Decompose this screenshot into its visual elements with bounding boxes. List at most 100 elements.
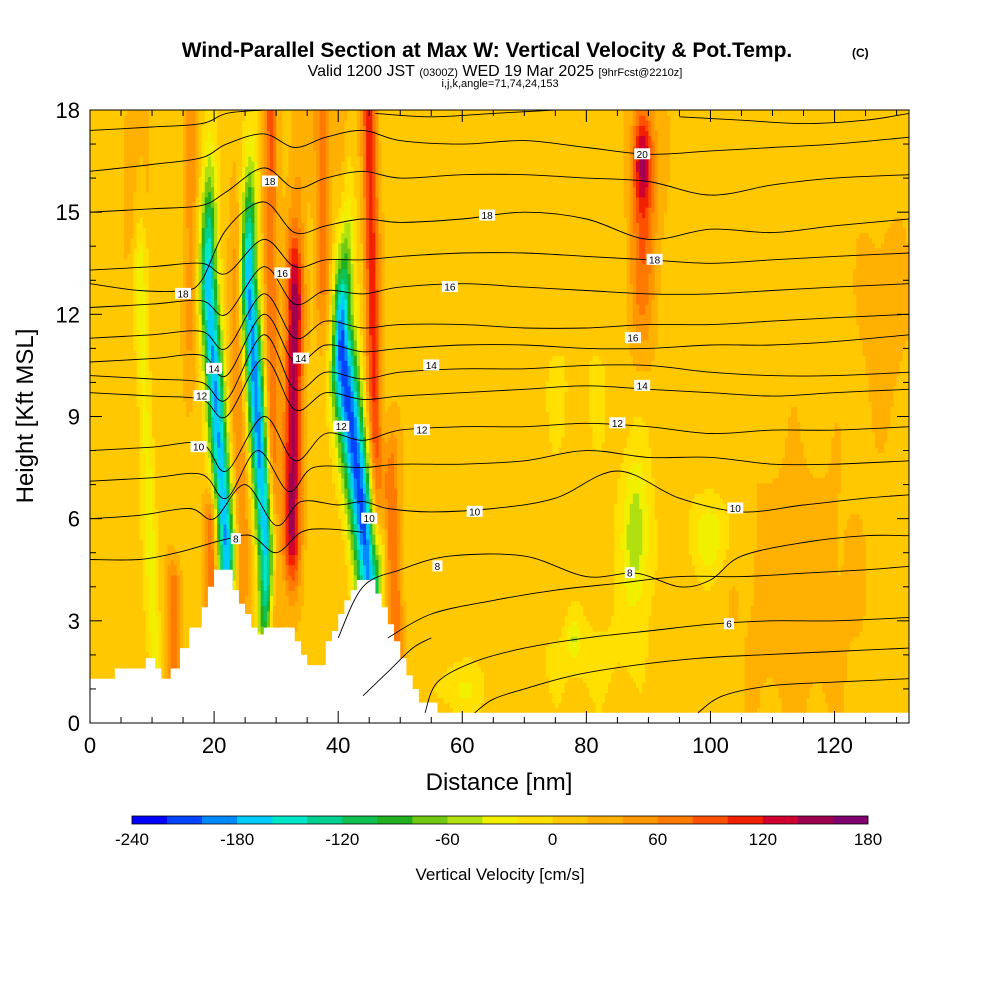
heat-cell	[899, 360, 909, 367]
heat-cell	[335, 309, 339, 315]
heat-cell	[837, 549, 845, 556]
heat-cell	[307, 385, 327, 392]
heat-cell	[369, 426, 373, 433]
heat-cell	[90, 375, 138, 382]
heat-cell	[384, 314, 628, 321]
heat-cell	[257, 360, 262, 367]
heat-cell	[204, 344, 209, 351]
heat-cell	[285, 564, 290, 571]
heat-cell	[657, 559, 693, 566]
heat-cell	[214, 416, 221, 423]
heat-cell	[288, 293, 293, 300]
heat-cell	[210, 462, 215, 469]
heat-cell	[648, 324, 659, 331]
heat-cell	[276, 355, 287, 361]
heat-cell	[304, 370, 308, 377]
heat-cell	[263, 549, 268, 556]
heat-cell	[400, 513, 404, 520]
heat-cell	[601, 702, 746, 709]
heat-cell	[381, 365, 386, 372]
heat-cell	[369, 365, 373, 372]
heat-cell	[257, 620, 262, 627]
heat-cell	[251, 355, 256, 361]
heat-cell	[269, 523, 274, 530]
heat-cell	[642, 539, 649, 545]
heat-cell	[384, 329, 631, 336]
heat-cell	[756, 493, 839, 499]
heat-cell	[139, 533, 147, 540]
heat-cell	[564, 426, 594, 433]
heat-cell	[170, 620, 178, 627]
heat-cell	[257, 482, 265, 489]
heat-cell	[183, 600, 203, 607]
heat-cell	[276, 528, 280, 535]
heat-cell	[366, 416, 370, 423]
heat-cell	[300, 610, 352, 617]
heat-cell	[297, 390, 302, 397]
heat-cell	[254, 595, 259, 601]
heat-cell	[170, 636, 178, 642]
heat-cell	[549, 411, 566, 418]
heat-cell	[223, 406, 228, 412]
heat-cell	[248, 508, 252, 515]
heat-cell	[214, 528, 218, 535]
heat-cell	[608, 625, 650, 632]
heat-cell	[266, 620, 271, 627]
heat-cell	[179, 304, 187, 310]
heat-cell	[285, 472, 290, 479]
heat-cell	[328, 350, 333, 356]
heat-cell	[387, 498, 398, 504]
heat-cell	[226, 436, 231, 443]
heat-cell	[350, 523, 355, 530]
heat-cell	[201, 375, 206, 382]
heat-cell	[167, 631, 172, 637]
heat-cell	[248, 360, 252, 367]
heat-cell	[217, 436, 221, 443]
heat-cell	[282, 462, 287, 469]
heat-cell	[155, 574, 159, 581]
heat-cell	[220, 488, 228, 494]
heat-cell	[210, 401, 215, 407]
heat-cell	[260, 452, 265, 458]
heat-cell	[648, 615, 730, 622]
heat-cell	[201, 365, 206, 372]
heat-cell	[139, 365, 147, 372]
heat-cell	[204, 579, 209, 586]
heat-cell	[378, 370, 383, 377]
heat-cell	[359, 360, 364, 367]
heat-cell	[375, 472, 383, 479]
heat-cell	[245, 299, 249, 305]
heat-cell	[840, 477, 909, 484]
heat-cell	[294, 406, 299, 412]
heat-cell	[375, 539, 380, 545]
heat-cell	[90, 646, 147, 653]
heat-cell	[251, 472, 256, 479]
heat-cell	[338, 508, 345, 515]
heat-cell	[276, 442, 283, 448]
heat-cell	[359, 564, 364, 571]
heat-cell	[375, 579, 380, 586]
heat-cell	[381, 477, 386, 484]
heat-cell	[620, 544, 628, 550]
heat-cell	[632, 304, 640, 310]
heat-cell	[145, 620, 150, 627]
heat-cell	[207, 533, 212, 540]
heat-cell	[654, 498, 693, 504]
heat-cell	[356, 447, 361, 453]
heat-cell	[614, 549, 625, 556]
heat-cell	[282, 554, 287, 561]
heat-cell	[155, 447, 203, 453]
heat-cell	[369, 503, 373, 510]
heat-cell	[304, 344, 311, 351]
heat-cell	[589, 620, 612, 627]
heat-cell	[893, 396, 909, 402]
heat-cell	[260, 569, 265, 576]
heat-cell	[654, 508, 690, 515]
heat-cell	[260, 314, 265, 321]
heat-cell	[626, 539, 643, 545]
heat-cell	[843, 692, 909, 699]
heat-cell	[378, 390, 383, 397]
heat-cell	[378, 329, 383, 336]
heat-cell	[223, 559, 231, 566]
heat-cell	[387, 533, 398, 540]
